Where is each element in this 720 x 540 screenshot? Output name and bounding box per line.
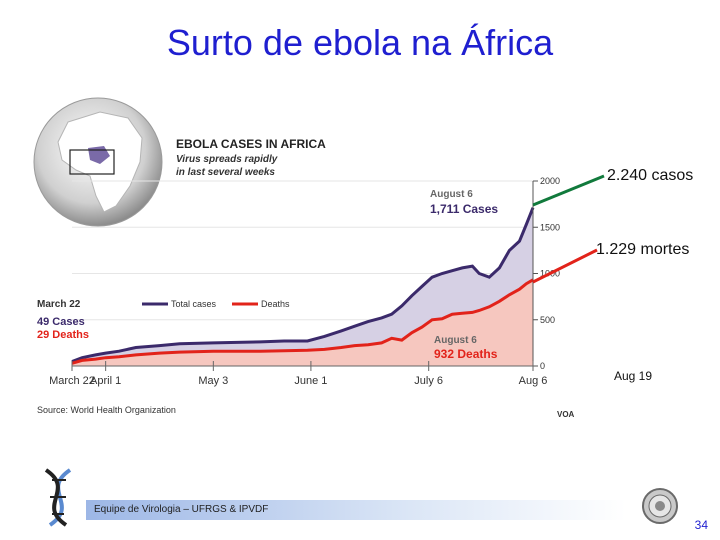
deaths-area xyxy=(72,279,533,366)
x-tick-label: March 22 xyxy=(49,375,95,387)
x-tick-label: June 1 xyxy=(294,375,327,387)
cases-annotation-value: 1,711 Cases xyxy=(430,202,498,216)
deaths-annotation-date: August 6 xyxy=(434,335,477,346)
x-tick-label: April 1 xyxy=(90,375,121,387)
source-note: Source: World Health Organization xyxy=(37,405,176,415)
deaths-annotation-value: 932 Deaths xyxy=(434,347,498,361)
graphic-subheading-2: in last several weeks xyxy=(176,167,275,178)
deaths-callout-line xyxy=(532,248,598,284)
africa-globe-icon xyxy=(33,97,163,227)
deaths-callout: 1.229 mortes xyxy=(596,241,689,258)
cases-area xyxy=(72,207,533,366)
x-tick-label: May 3 xyxy=(198,375,228,387)
dna-helix-icon xyxy=(44,468,72,527)
cases-callout-line xyxy=(532,174,605,207)
date-callout: Aug 19 xyxy=(614,369,652,383)
voa-logo: VOA xyxy=(557,410,575,419)
cases-line xyxy=(71,207,535,363)
start-label-cases: 49 Cases xyxy=(37,316,85,328)
cases-callout: 2.240 casos xyxy=(607,167,693,184)
x-tick-label: Aug 6 xyxy=(519,375,548,387)
start-label-date: March 22 xyxy=(37,299,81,310)
page-number: 34 xyxy=(694,518,708,532)
deaths-line xyxy=(71,278,534,365)
graphic-heading: EBOLA CASES IN AFRICA xyxy=(176,137,326,151)
legend-label-deaths: Deaths xyxy=(261,299,290,309)
y-tick-label: 2000 xyxy=(540,176,560,186)
x-tick-label: July 6 xyxy=(414,375,443,387)
legend-label-cases: Total cases xyxy=(171,299,217,309)
footer-bar xyxy=(86,500,626,520)
y-tick-label: 0 xyxy=(540,361,545,371)
footer-text: Equipe de Virologia – UFRGS & IPVDF xyxy=(94,504,269,515)
y-tick-label: 1500 xyxy=(540,222,560,232)
virus-icon xyxy=(642,488,678,524)
start-label-deaths: 29 Deaths xyxy=(37,329,89,341)
graphic-subheading-1: Virus spreads rapidly xyxy=(176,154,278,165)
cases-annotation-date: August 6 xyxy=(430,189,473,200)
y-tick-label: 500 xyxy=(540,315,555,325)
slide-title: Surto de ebola na África xyxy=(166,22,554,63)
chart-legend: Total cases Deaths xyxy=(142,299,290,309)
